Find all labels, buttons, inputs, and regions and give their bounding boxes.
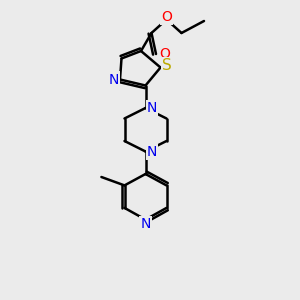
Text: S: S	[162, 58, 172, 74]
Text: O: O	[161, 10, 172, 24]
Text: N: N	[140, 217, 151, 231]
Text: N: N	[147, 101, 157, 115]
Text: N: N	[147, 145, 157, 158]
Text: O: O	[160, 47, 170, 61]
Text: N: N	[108, 73, 118, 86]
